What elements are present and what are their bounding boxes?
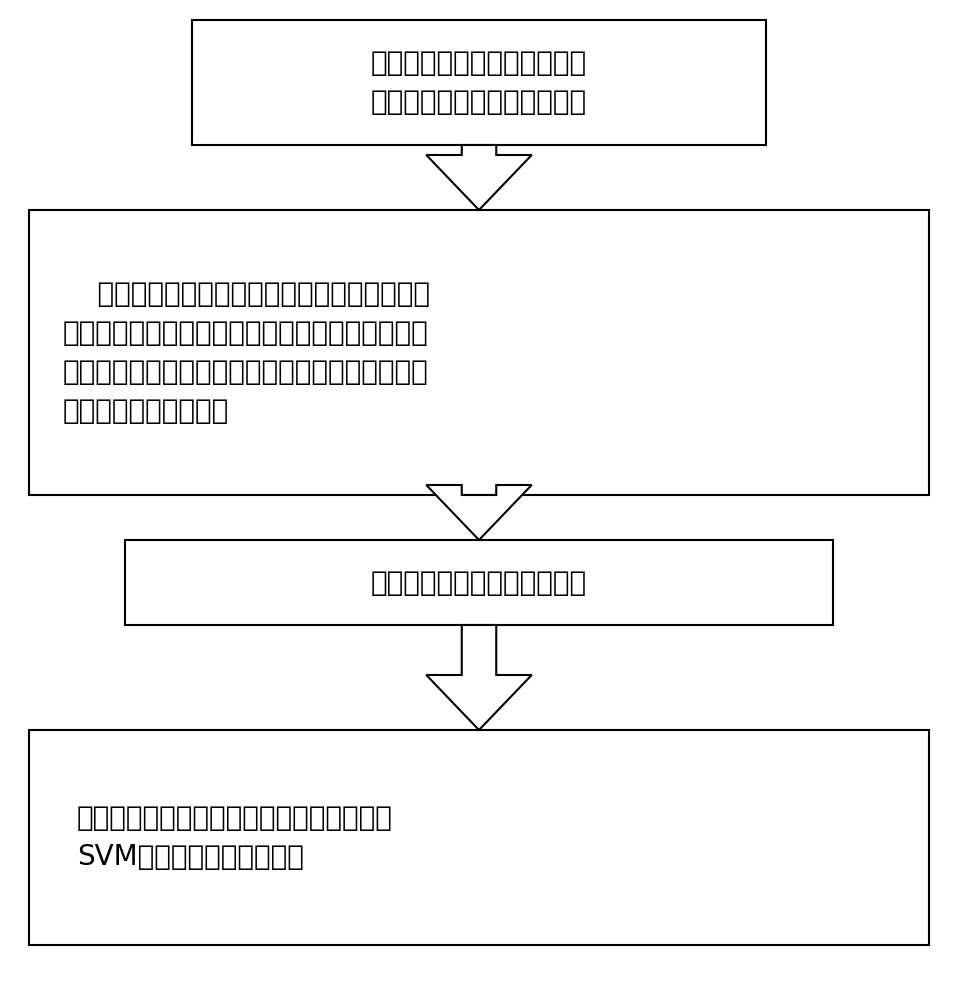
Polygon shape [426,145,532,210]
Polygon shape [426,485,532,540]
Text: 基于提取到疑似故障区域子图的特征，利用
SVM分类器对故障进行识别: 基于提取到疑似故障区域子图的特征，利用 SVM分类器对故障进行识别 [77,804,393,871]
Bar [29,730,929,945]
Bar [192,20,766,145]
Bar [29,210,929,495]
Bar [125,540,833,625]
Text: 获取包含待检测部件的目标图
像；并对目标图像进行增强；: 获取包含待检测部件的目标图 像；并对目标图像进行增强； [371,49,587,116]
Polygon shape [426,625,532,730]
Text: 提取疑似故障区域子图的特征: 提取疑似故障区域子图的特征 [371,568,587,596]
Text: 采用局部自适应阈值分提取托板与背景的边界
区域，查找上下边界并对钩尾框进行定位和截取，
作为精确定位截取图像，根据精确定位截取图像截
取疑似故障区域子图；: 采用局部自适应阈值分提取托板与背景的边界 区域，查找上下边界并对钩尾框进行定位和… [62,280,430,425]
